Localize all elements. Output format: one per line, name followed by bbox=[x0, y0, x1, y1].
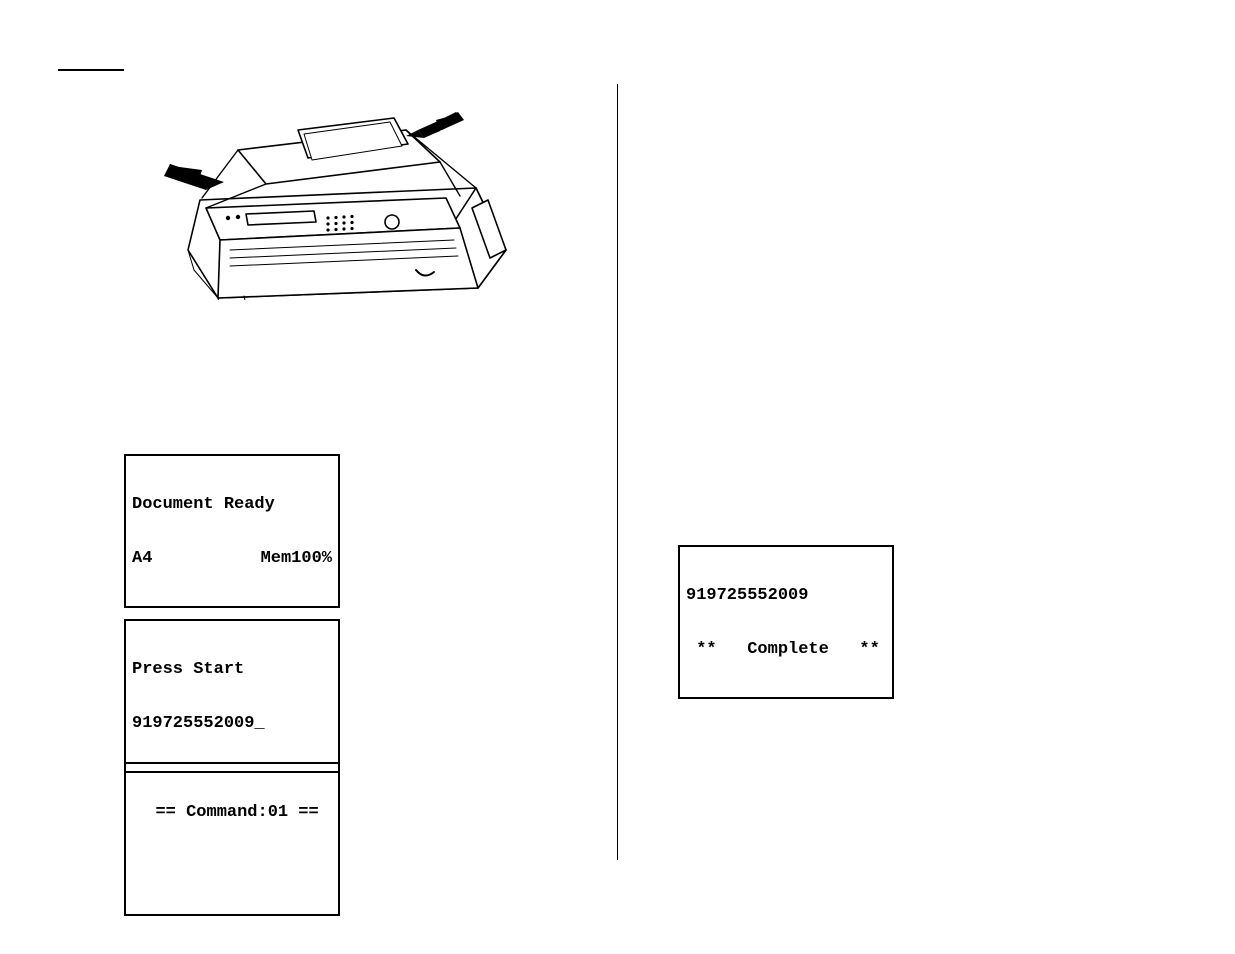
lcd-document-ready: Document Ready A4 Mem100% bbox=[124, 454, 340, 608]
page: Document Ready A4 Mem100% Press Start 91… bbox=[0, 0, 1235, 954]
lcd-line: 919725552009_ bbox=[132, 715, 332, 733]
lcd-line: A4 Mem100% bbox=[132, 550, 332, 568]
lcd-line bbox=[132, 858, 332, 876]
lcd-line: == Command:01 == bbox=[132, 804, 332, 822]
header-rule bbox=[58, 69, 124, 71]
lcd-line: ** Complete ** bbox=[686, 641, 886, 659]
lcd-line: Document Ready bbox=[132, 496, 332, 514]
lcd-complete: 919725552009 ** Complete ** bbox=[678, 545, 894, 699]
lcd-line: 919725552009 bbox=[686, 587, 886, 605]
printer-illustration bbox=[158, 100, 518, 300]
lcd-text: Mem100% bbox=[261, 550, 332, 568]
lcd-text: A4 bbox=[132, 550, 152, 568]
lcd-press-start: Press Start 919725552009_ bbox=[124, 619, 340, 773]
column-divider bbox=[617, 84, 618, 860]
lcd-command: == Command:01 == bbox=[124, 762, 340, 916]
lcd-line: Press Start bbox=[132, 661, 332, 679]
printer-svg bbox=[158, 100, 518, 300]
